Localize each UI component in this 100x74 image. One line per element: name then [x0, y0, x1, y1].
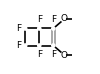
Circle shape — [24, 27, 27, 30]
Circle shape — [52, 44, 55, 47]
Text: O: O — [61, 14, 68, 23]
Circle shape — [24, 44, 27, 47]
Circle shape — [38, 44, 41, 47]
Circle shape — [38, 27, 41, 30]
Text: F: F — [51, 15, 56, 24]
Text: F: F — [37, 15, 42, 24]
Text: F: F — [51, 50, 56, 59]
Text: F: F — [16, 24, 21, 33]
Circle shape — [52, 27, 55, 30]
Text: F: F — [37, 50, 42, 59]
Text: F: F — [16, 41, 21, 50]
Text: O: O — [61, 51, 68, 60]
